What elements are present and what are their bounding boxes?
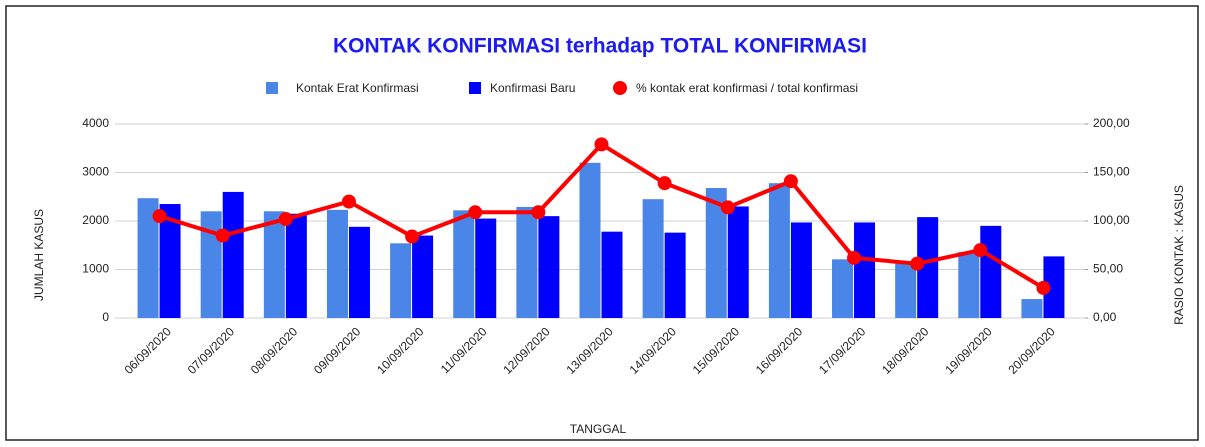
legend-swatch bbox=[469, 82, 481, 94]
bar bbox=[200, 211, 222, 318]
y2-tick-label: 0,00 bbox=[1093, 310, 1117, 324]
bar bbox=[727, 206, 749, 318]
y2-tick-label: 200,00 bbox=[1093, 116, 1130, 130]
line-point bbox=[847, 250, 862, 265]
line-point bbox=[215, 228, 230, 243]
y-tick-label: 0 bbox=[102, 310, 109, 324]
bar bbox=[642, 199, 664, 318]
legend-label: Kontak Erat Konfirmasi bbox=[296, 81, 419, 95]
y2-tick-label: 100,00 bbox=[1093, 213, 1130, 227]
y-tick-label: 3000 bbox=[82, 165, 109, 179]
bar bbox=[790, 222, 812, 318]
line-point bbox=[152, 209, 167, 224]
bar bbox=[895, 263, 917, 318]
bar bbox=[285, 213, 307, 318]
legend-label: Konfirmasi Baru bbox=[490, 81, 575, 95]
bar bbox=[222, 191, 244, 318]
legend-swatch bbox=[266, 82, 278, 94]
bar bbox=[579, 162, 601, 318]
bar bbox=[453, 210, 475, 318]
y-tick-label: 2000 bbox=[82, 213, 109, 227]
legend: Kontak Erat Konfirmasi Konfirmasi Baru %… bbox=[266, 81, 858, 95]
bar bbox=[412, 235, 434, 318]
chart-title: KONTAK KONFIRMASI terhadap TOTAL KONFIRM… bbox=[333, 35, 867, 58]
bar bbox=[348, 226, 370, 318]
bar bbox=[917, 217, 939, 318]
bar bbox=[475, 218, 497, 318]
line-point bbox=[1036, 280, 1051, 295]
bar bbox=[705, 188, 727, 318]
bar bbox=[263, 211, 285, 318]
bar bbox=[1043, 256, 1065, 318]
bar bbox=[1021, 299, 1043, 318]
line-point bbox=[910, 256, 925, 271]
legend-label: % kontak erat konfirmasi / total konfirm… bbox=[636, 81, 858, 95]
bar bbox=[326, 209, 348, 318]
bar bbox=[538, 216, 560, 318]
bar bbox=[601, 231, 623, 318]
line-point bbox=[468, 205, 483, 220]
line-point bbox=[278, 212, 293, 227]
y-tick-label: 1000 bbox=[82, 262, 109, 276]
y2-tick-label: 50,00 bbox=[1093, 262, 1123, 276]
line-point bbox=[973, 243, 988, 258]
y2-tick-label: 150,00 bbox=[1093, 165, 1130, 179]
legend-swatch bbox=[613, 81, 627, 95]
bar bbox=[390, 243, 412, 318]
bar bbox=[137, 198, 159, 318]
line-point bbox=[594, 137, 609, 152]
line-point bbox=[720, 200, 735, 215]
bar bbox=[980, 225, 1002, 318]
y-axis-title: JUMLAH KASUS bbox=[32, 209, 46, 301]
bar bbox=[768, 183, 790, 318]
y2-axis-title: RASIO KONTAK : KASUS bbox=[1172, 185, 1186, 325]
line-point bbox=[341, 194, 356, 209]
y-tick-label: 4000 bbox=[82, 116, 109, 130]
line-point bbox=[405, 229, 420, 244]
x-axis-title: TANGGAL bbox=[570, 422, 627, 436]
bar bbox=[958, 252, 980, 318]
bar bbox=[516, 206, 538, 318]
bar bbox=[159, 204, 181, 318]
line-point bbox=[783, 174, 798, 189]
line-point bbox=[531, 205, 546, 220]
bar bbox=[664, 232, 686, 318]
line-point bbox=[657, 176, 672, 191]
bar bbox=[854, 222, 876, 318]
bar bbox=[832, 259, 854, 318]
